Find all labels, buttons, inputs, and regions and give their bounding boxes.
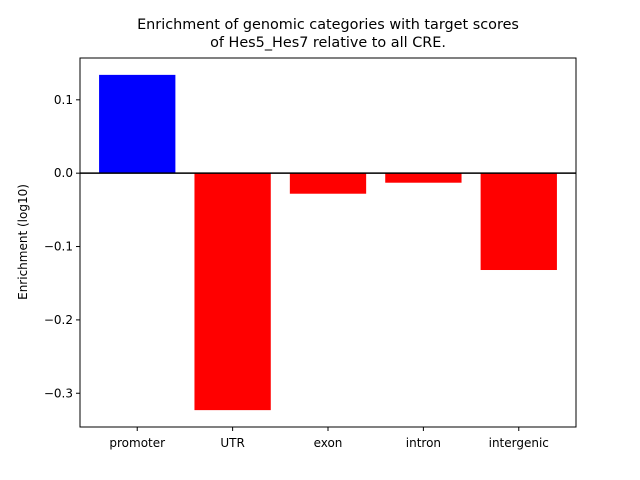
- y-tick-label: −0.3: [44, 386, 73, 400]
- chart-title-line-1: Enrichment of genomic categories with ta…: [137, 17, 519, 33]
- y-tick-label: 0.0: [54, 166, 73, 180]
- bar-exon: [289, 173, 367, 194]
- x-tick-label: intergenic: [489, 436, 549, 450]
- x-tick-label: UTR: [220, 436, 244, 450]
- bar-intergenic: [480, 173, 557, 271]
- y-tick-label: −0.2: [44, 313, 73, 327]
- y-axis-label: Enrichment (log10): [16, 184, 30, 300]
- x-tick-label: exon: [314, 436, 343, 450]
- bar-promoter: [99, 74, 176, 174]
- y-axis: 0.1 0.0 −0.1 −0.2 −0.3: [44, 93, 80, 400]
- y-tick-label: −0.1: [44, 240, 73, 254]
- x-tick-label: promoter: [109, 436, 165, 450]
- chart-title-line-2: of Hes5_Hes7 relative to all CRE.: [210, 35, 446, 51]
- y-tick-label: 0.1: [54, 93, 73, 107]
- x-axis: promoter UTR exon intron intergenic: [109, 427, 549, 450]
- x-tick-label: intron: [406, 436, 441, 450]
- bar-intron: [385, 173, 462, 183]
- bars-group: [99, 74, 557, 411]
- bar-UTR: [194, 173, 271, 411]
